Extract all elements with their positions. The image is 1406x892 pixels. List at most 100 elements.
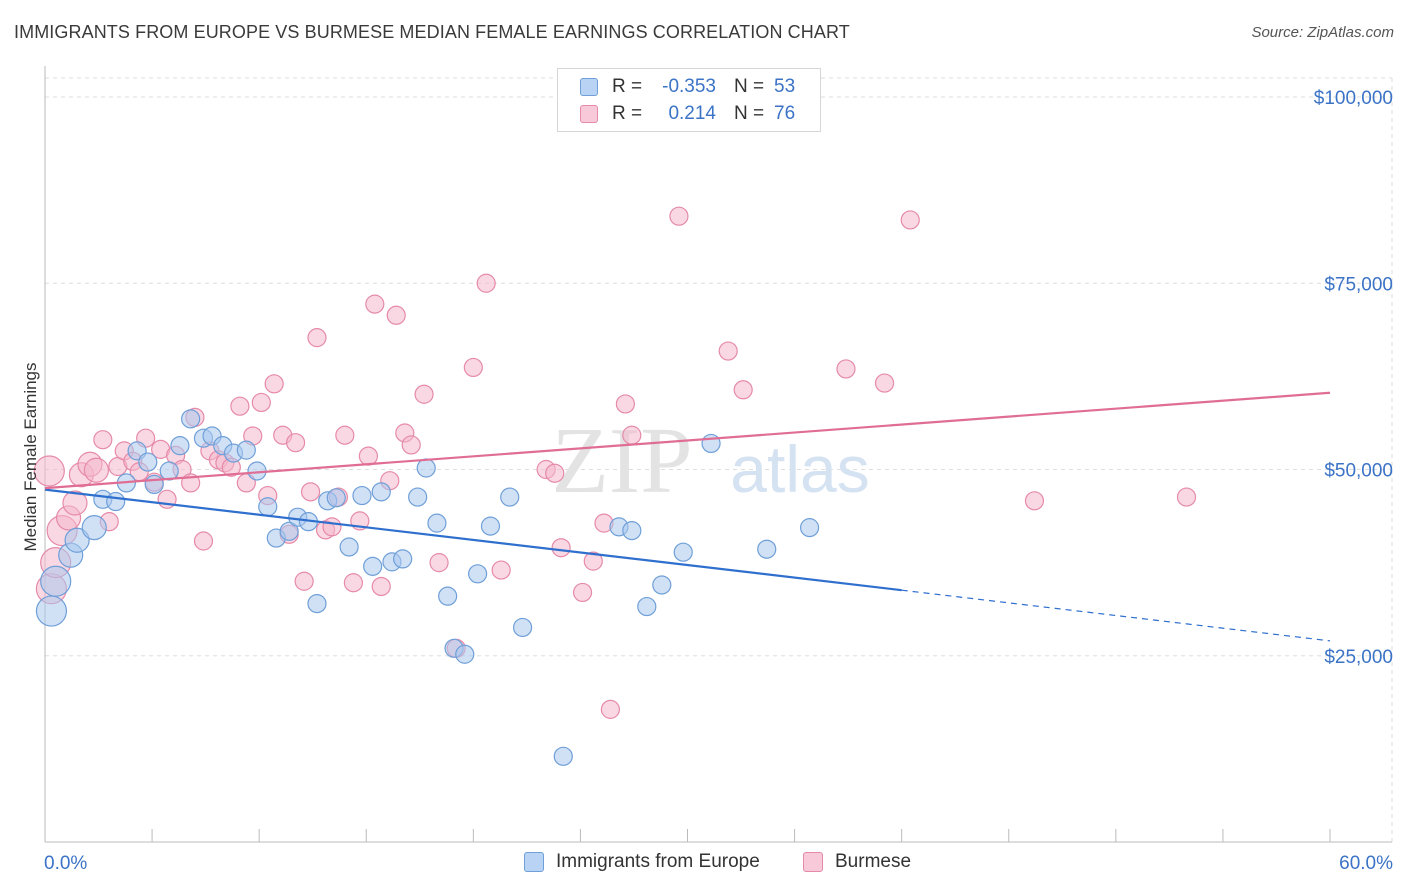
legend-swatch-burmese	[803, 852, 823, 872]
burmese-point	[335, 425, 355, 445]
legend-r-value: -0.353	[662, 76, 716, 97]
burmese-point	[900, 210, 920, 230]
y-tick-label: $25,000	[1324, 647, 1393, 668]
burmese-point	[669, 206, 689, 226]
europe-point	[339, 537, 359, 557]
burmese-point	[551, 538, 571, 558]
series-burmese	[33, 206, 1197, 719]
x-tick-label: 60.0%	[1339, 853, 1393, 874]
gridlines	[45, 77, 1393, 842]
source-label: Source: ZipAtlas.com	[1251, 24, 1394, 41]
burmese-point	[414, 384, 434, 404]
burmese-point	[615, 394, 635, 414]
europe-point	[138, 452, 158, 472]
europe-point	[416, 458, 436, 478]
burmese-point	[718, 341, 738, 361]
burmese-point	[307, 328, 327, 348]
legend-n-value: 53	[774, 76, 796, 97]
europe-point	[673, 542, 693, 562]
europe-point	[480, 516, 501, 536]
europe-point	[393, 549, 413, 569]
y-axis-title: Median Female Earnings	[21, 363, 40, 552]
legend-r-label: R =	[612, 103, 643, 124]
legend-n-label: N =	[734, 76, 765, 97]
burmese-point	[583, 551, 603, 571]
legend-swatch-europe	[524, 852, 544, 872]
burmese-point	[322, 517, 342, 537]
europe-point	[799, 518, 820, 538]
europe-point	[468, 564, 488, 584]
burmese-point	[33, 455, 65, 487]
burmese-point	[874, 373, 895, 393]
legend-item-burmese: Burmese	[803, 851, 911, 873]
europe-point	[170, 436, 190, 456]
burmese-point	[358, 446, 378, 466]
x-tick-label: 0.0%	[44, 853, 87, 874]
burmese-point	[365, 294, 385, 314]
burmese-point	[294, 571, 314, 591]
europe-point	[326, 488, 346, 508]
europe-point	[307, 593, 327, 614]
europe-point	[637, 596, 657, 617]
legend-swatch-burmese	[580, 105, 598, 123]
axes	[44, 66, 1392, 843]
europe-point	[652, 575, 672, 595]
legend-label-burmese: Burmese	[835, 851, 912, 872]
burmese-point	[476, 273, 496, 293]
europe-point	[512, 617, 533, 638]
burmese-point	[733, 380, 753, 400]
burmese-point	[622, 425, 642, 445]
europe-point	[500, 487, 520, 507]
burmese-point	[401, 435, 421, 455]
burmese-point	[1176, 487, 1197, 507]
watermark-atlas: atlas	[730, 432, 869, 506]
legend-n-value: 76	[774, 103, 796, 124]
europe-point	[81, 515, 107, 541]
burmese-point	[463, 357, 483, 378]
legend-swatch-europe	[580, 78, 598, 96]
europe-point	[757, 539, 777, 559]
europe-point	[181, 409, 201, 429]
burmese-point	[572, 582, 593, 603]
burmese-point	[600, 699, 621, 719]
correlation-legend: R = -0.353 N = 53 R = 0.214 N = 76	[557, 68, 821, 132]
europe-point	[159, 461, 179, 481]
europe-point	[553, 746, 573, 766]
burmese-point	[83, 457, 110, 483]
europe-point	[279, 521, 299, 541]
burmese-point	[343, 573, 363, 593]
chart-title: IMMIGRANTS FROM EUROPE VS BURMESE MEDIAN…	[14, 22, 850, 42]
europe-point	[438, 586, 458, 606]
burmese-point	[93, 430, 113, 450]
europe-point	[64, 527, 90, 553]
europe-trendline-extension	[901, 589, 1331, 642]
europe-point	[236, 440, 256, 460]
y-tick-label: $100,000	[1314, 88, 1393, 109]
burmese-point	[230, 396, 250, 416]
legend-item-europe: Immigrants from Europe	[524, 851, 760, 873]
burmese-point	[836, 359, 856, 379]
europe-point	[622, 520, 642, 541]
europe-trendline	[44, 488, 902, 592]
burmese-point	[193, 531, 214, 551]
x-tick-labels: 0.0% 60.0%	[44, 853, 1393, 874]
burmese-point	[1024, 491, 1045, 511]
burmese-point	[62, 490, 88, 516]
burmese-point	[264, 374, 284, 394]
watermark: ZIP atlas	[552, 409, 870, 513]
europe-point	[352, 485, 372, 506]
legend-row-europe: R = -0.353 N = 53	[580, 74, 795, 100]
europe-point	[371, 482, 391, 502]
watermark-zip: ZIP	[552, 409, 693, 513]
europe-point	[427, 513, 447, 533]
europe-point	[106, 491, 126, 512]
burmese-point	[545, 463, 565, 483]
burmese-point	[386, 305, 406, 325]
y-tick-label: $50,000	[1324, 461, 1393, 482]
legend-label-europe: Immigrants from Europe	[556, 851, 760, 872]
europe-point	[455, 644, 475, 664]
legend-row-burmese: R = 0.214 N = 76	[580, 101, 795, 127]
burmese-point	[491, 560, 511, 580]
legend-n-label: N =	[734, 103, 765, 124]
